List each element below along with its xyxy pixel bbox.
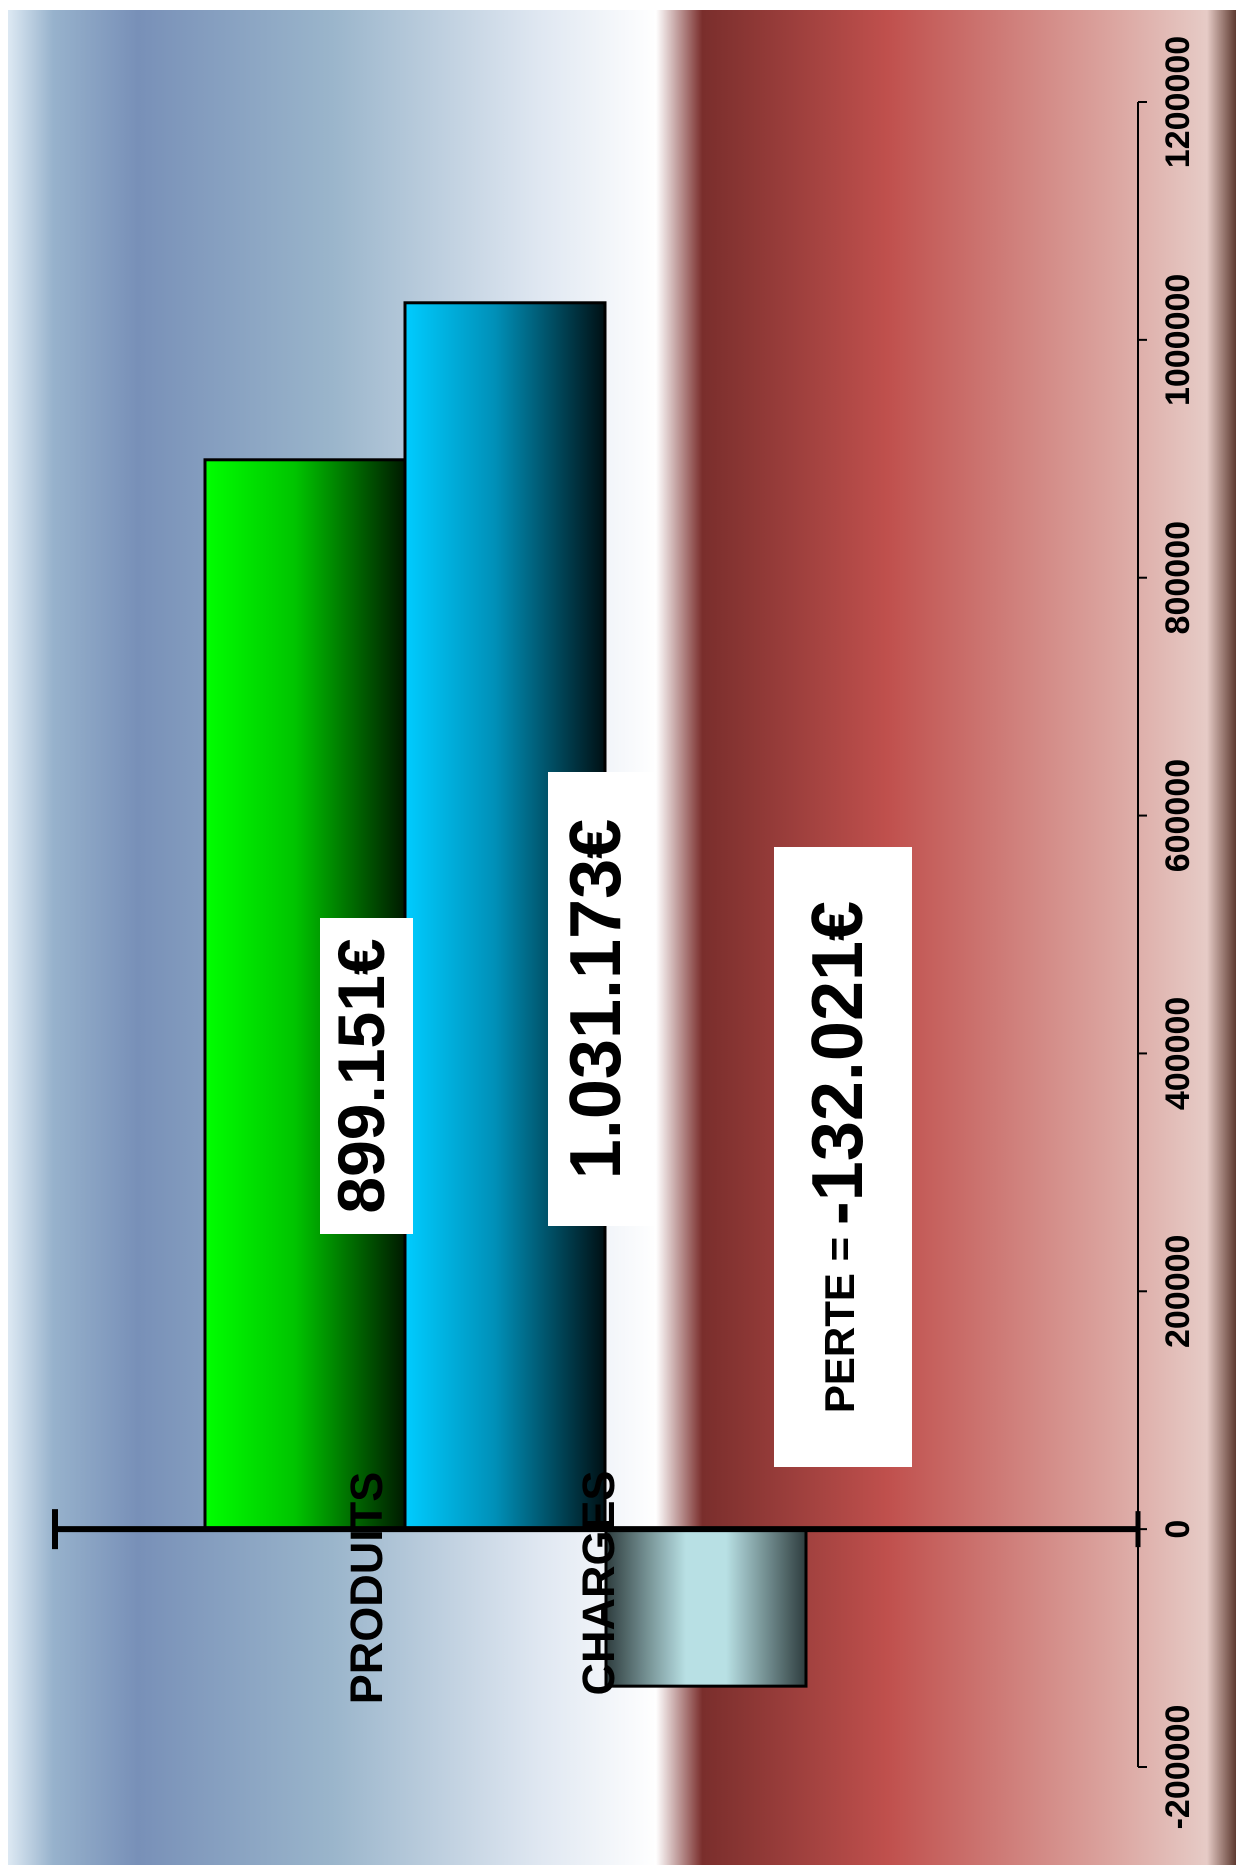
value-tick-label: 1200000 <box>1159 36 1197 168</box>
category-label-charges: CHARGES <box>573 1470 624 1695</box>
category-labels: PRODUITS CHARGES <box>341 1470 624 1704</box>
data-label-box-charges <box>548 772 654 1226</box>
value-tick-label: 600000 <box>1159 759 1197 872</box>
value-tick-label: 1000000 <box>1159 274 1197 406</box>
value-tick-label: 0 <box>1159 1520 1197 1539</box>
data-label-box-produits <box>320 918 413 1234</box>
value-tick-label: 400000 <box>1159 997 1197 1110</box>
axes-group <box>52 101 1147 1768</box>
category-label-produits: PRODUITS <box>341 1472 392 1705</box>
labels-group: PRODUITS CHARGES -200000 0 200000 400000 6000… <box>320 36 1197 1830</box>
data-label-produits: 899.151€ <box>324 938 398 1213</box>
bar-perte <box>604 1527 808 1688</box>
tick-labels: -200000 0 200000 400000 600000 800000 1000000 1… <box>1159 36 1197 1830</box>
value-tick-label: 800000 <box>1159 521 1197 634</box>
perte-prefix: PERTE = <box>816 1225 863 1413</box>
data-label-charges: 1.031.173€ <box>556 819 636 1179</box>
data-label-perte: PERTE = -132.021€ <box>798 901 878 1413</box>
perte-value: -132.021€ <box>798 901 878 1225</box>
data-label-box-perte <box>774 847 912 1467</box>
value-tick-label: -200000 <box>1159 1705 1197 1830</box>
value-tick-label: 200000 <box>1159 1235 1197 1348</box>
